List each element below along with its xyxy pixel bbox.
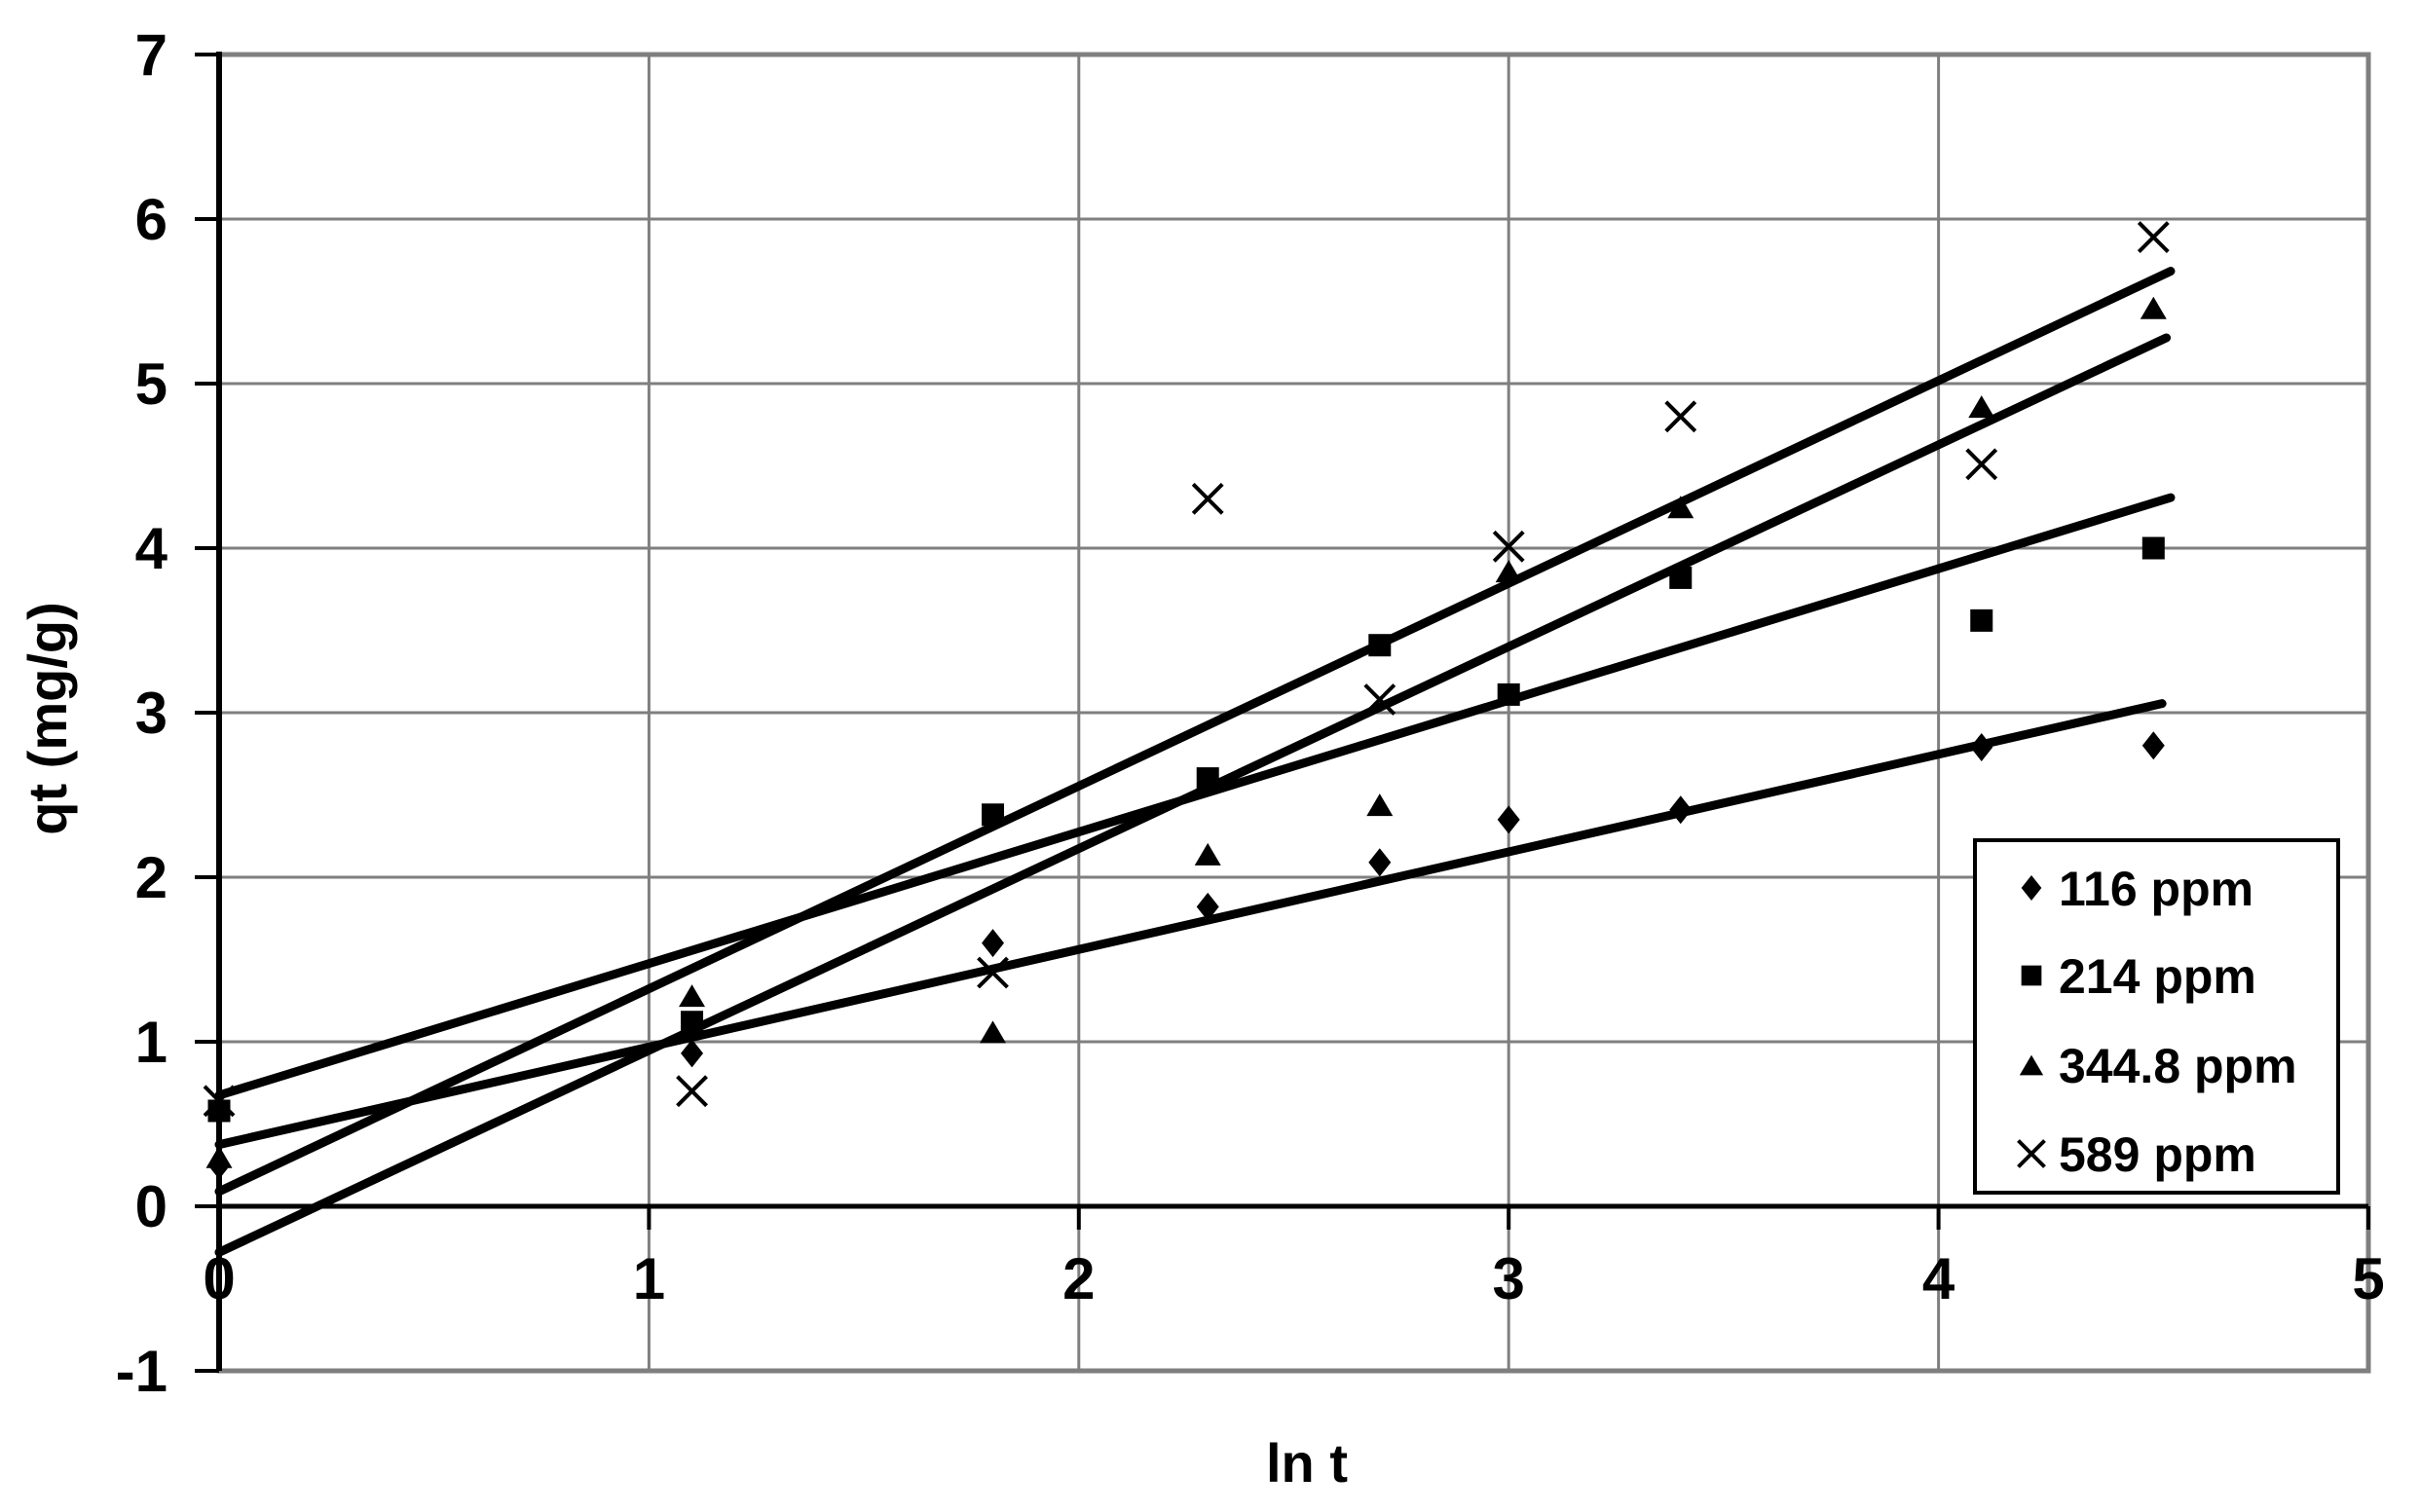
marker-triangle <box>1194 842 1221 866</box>
marker-triangle <box>1366 793 1394 817</box>
y-axis-title: qt (mg/g) <box>17 602 78 834</box>
marker-x <box>676 1075 708 1108</box>
marker-x <box>1492 530 1525 563</box>
series-214-ppm <box>207 536 2165 1123</box>
marker-square <box>1196 767 1219 791</box>
series-589-ppm <box>203 221 2170 1118</box>
x-tick-label: 5 <box>2352 1246 2384 1311</box>
trendline-344.8-ppm <box>214 333 2172 1257</box>
data-markers <box>203 221 2170 1180</box>
marker-x <box>1363 683 1396 716</box>
tick-marks <box>195 53 2370 1373</box>
legend-item-344.8-ppm: 344.8 ppm <box>2019 1039 2297 1093</box>
y-tick-label: 2 <box>135 845 168 910</box>
marker-x <box>1191 482 1224 515</box>
marker-square <box>2141 536 2165 560</box>
y-tick-label: 5 <box>135 351 168 417</box>
legend: 116 ppm 214 ppm 344.8 ppm 589 ppm <box>1973 838 2340 1195</box>
y-tick-label: 0 <box>135 1174 168 1239</box>
marker-diamond <box>1970 732 1993 761</box>
legend-item-label: 344.8 ppm <box>2059 1039 2297 1093</box>
marker-diamond <box>2141 731 2165 760</box>
legend-item-589-ppm: 589 ppm <box>2017 1127 2256 1182</box>
marker-diamond <box>1669 795 1693 825</box>
trendline-589-ppm <box>214 267 2176 1197</box>
marker-x <box>1664 400 1697 433</box>
marker-triangle <box>679 984 706 1008</box>
marker-square <box>2021 965 2042 986</box>
x-axis-title: ln t <box>1266 1432 1348 1494</box>
marker-x <box>2137 221 2170 254</box>
legend-item-label: 214 ppm <box>2059 949 2256 1004</box>
marker-triangle <box>2140 296 2167 319</box>
marker-x <box>2017 1139 2046 1168</box>
marker-diamond <box>1196 892 1219 921</box>
marker-triangle <box>205 1145 233 1168</box>
marker-square <box>1669 566 1693 589</box>
series-344.8-ppm <box>205 296 2167 1168</box>
marker-triangle <box>980 1020 1007 1044</box>
trendline-116-ppm <box>214 699 2167 1150</box>
legend-item-214-ppm: 214 ppm <box>2021 949 2256 1004</box>
y-tick-label: -1 <box>116 1339 168 1404</box>
marker-diamond <box>681 1039 704 1068</box>
x-tick-label: 2 <box>1062 1246 1095 1311</box>
x-tick-label: 4 <box>1922 1246 1955 1311</box>
tick-labels: 0 1 2 3 4 5 -1 0 1 2 3 4 5 6 7 <box>116 22 2385 1404</box>
marker-square <box>1970 608 1993 632</box>
x-tick-label: 0 <box>203 1246 235 1311</box>
marker-square <box>1497 682 1520 706</box>
marker-x <box>203 1085 236 1118</box>
marker-diamond <box>2021 874 2042 902</box>
legend-item-116-ppm: 116 ppm <box>2021 862 2253 916</box>
y-tick-label: 7 <box>135 22 168 88</box>
marker-diamond <box>982 929 1005 958</box>
legend-item-label: 116 ppm <box>2059 862 2253 916</box>
marker-triangle <box>1968 395 1995 419</box>
marker-x <box>977 956 1009 989</box>
marker-diamond <box>1368 848 1392 877</box>
marker-square <box>681 1011 704 1034</box>
y-tick-label: 3 <box>135 681 168 746</box>
marker-square <box>982 803 1005 827</box>
legend-box <box>1973 838 2340 1195</box>
y-tick-label: 1 <box>135 1010 168 1075</box>
y-tick-label: 4 <box>135 516 168 581</box>
legend-item-label: 589 ppm <box>2059 1127 2256 1182</box>
marker-x <box>1965 448 1998 481</box>
marker-diamond <box>1497 805 1520 834</box>
trend-lines <box>214 267 2176 1257</box>
marker-triangle <box>1495 560 1522 583</box>
marker-triangle <box>1667 496 1694 519</box>
y-tick-label: 6 <box>135 187 168 252</box>
marker-triangle <box>2019 1054 2044 1076</box>
x-tick-label: 1 <box>633 1246 665 1311</box>
x-tick-label: 3 <box>1493 1246 1525 1311</box>
gridlines <box>219 55 2368 1371</box>
marker-square <box>1368 634 1392 657</box>
